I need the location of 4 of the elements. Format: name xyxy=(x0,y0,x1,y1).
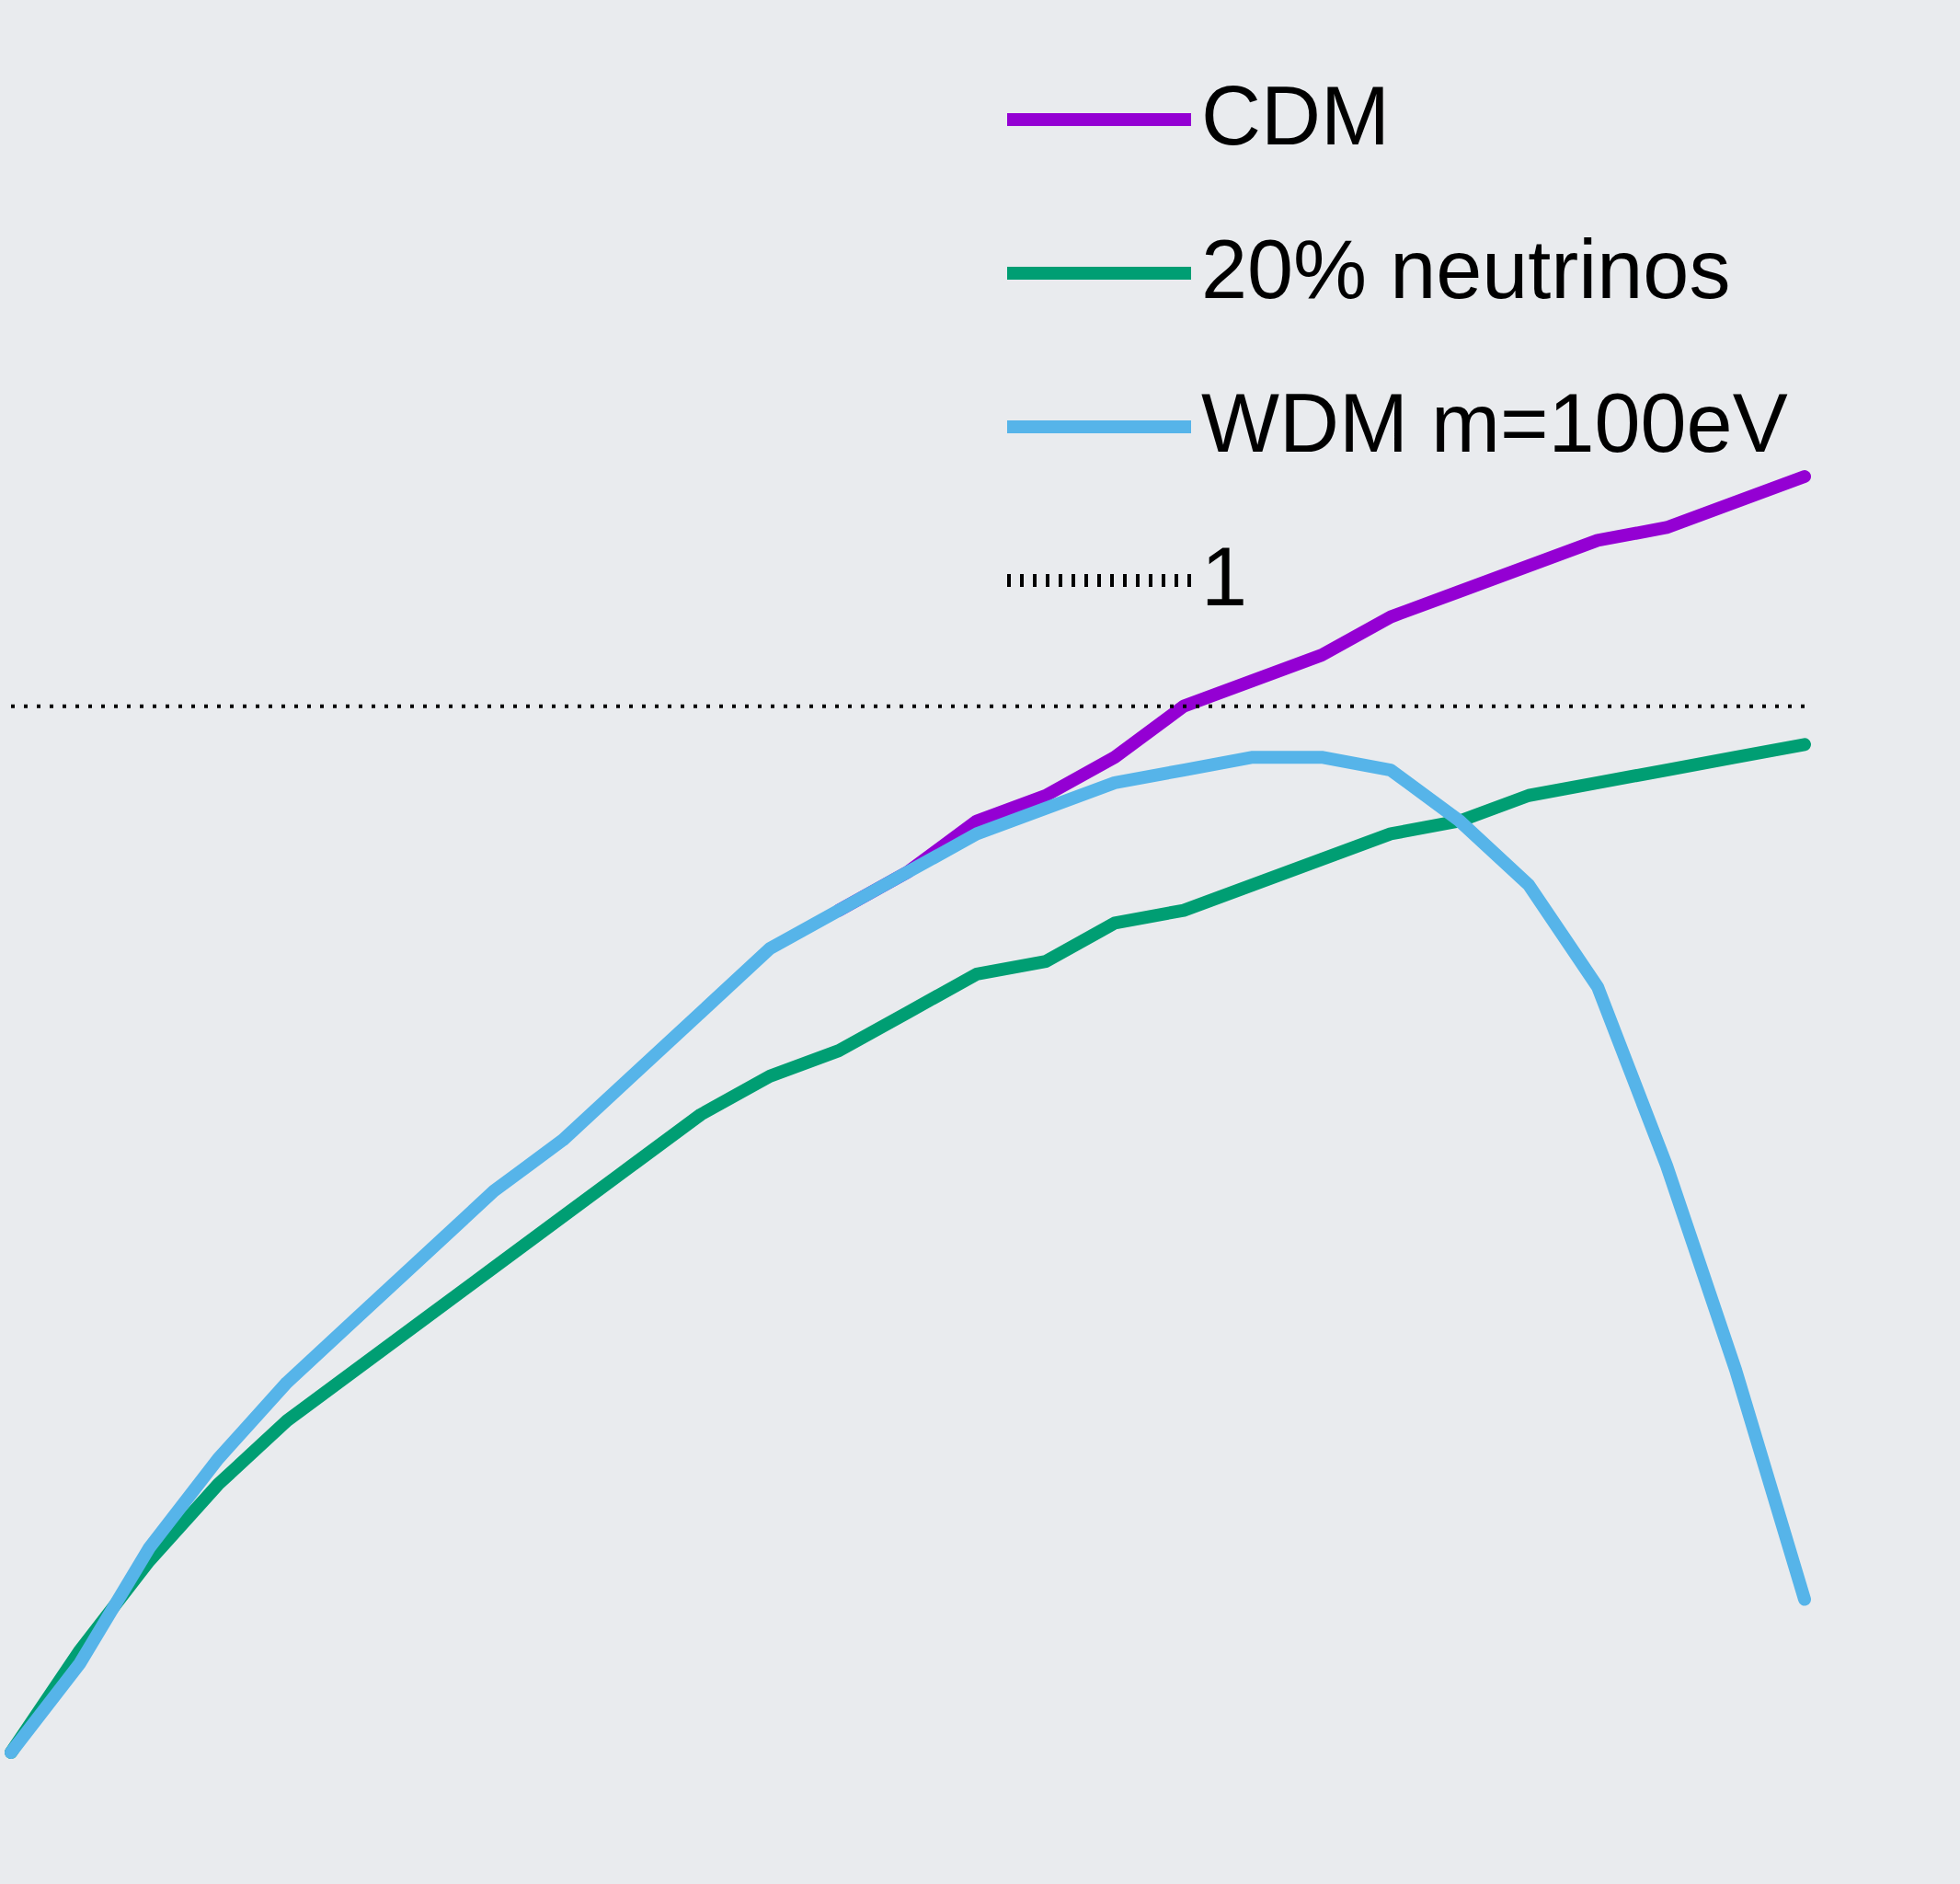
legend-label: WDM m=100eV xyxy=(1201,377,1788,469)
legend-label: 20% neutrinos xyxy=(1201,224,1731,316)
legend-label: CDM xyxy=(1201,70,1390,162)
legend-label: 1 xyxy=(1201,531,1248,623)
